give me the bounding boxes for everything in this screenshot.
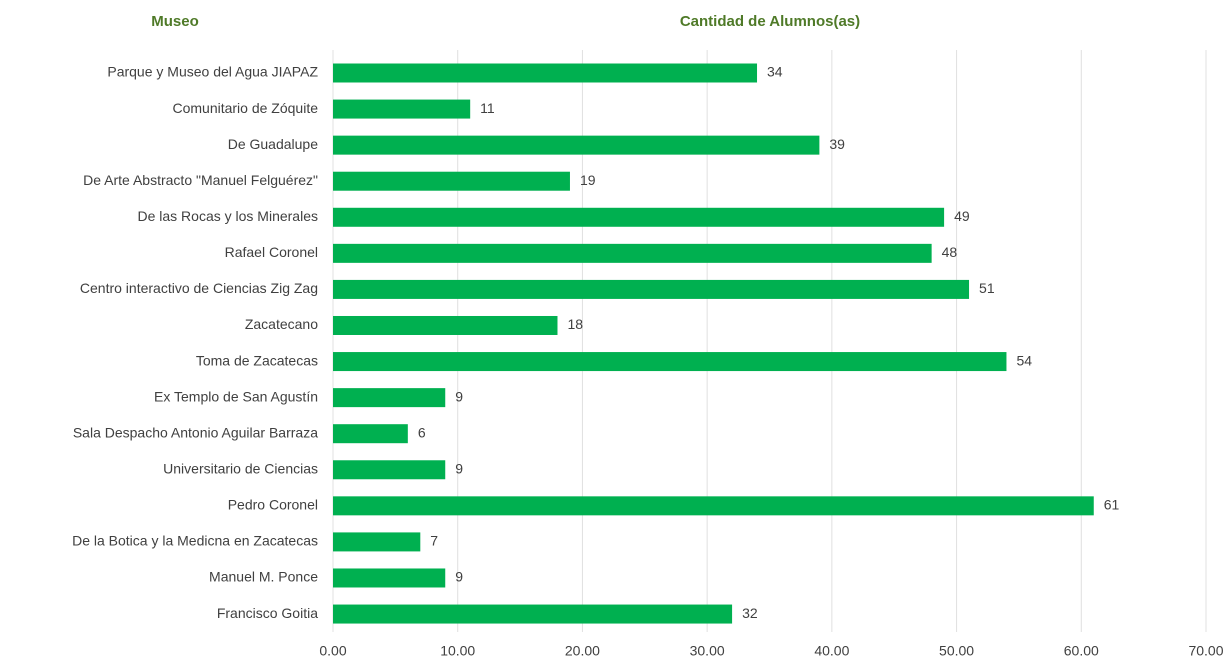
value-label: 51 xyxy=(979,280,995,296)
bar xyxy=(333,460,446,480)
bar xyxy=(333,532,421,552)
bar xyxy=(333,207,945,227)
bar xyxy=(333,243,932,263)
bar xyxy=(333,568,446,588)
bar xyxy=(333,135,820,155)
x-tick-label: 20.00 xyxy=(565,643,600,659)
y-tick-label: De las Rocas y los Minerales xyxy=(137,208,318,224)
bar xyxy=(333,604,733,624)
bar xyxy=(333,279,970,299)
y-tick-label: Manuel M. Ponce xyxy=(209,569,318,585)
bar xyxy=(333,315,558,335)
value-label: 34 xyxy=(767,64,783,80)
x-tick-label: 10.00 xyxy=(440,643,475,659)
y-tick-label: De la Botica y la Medicna en Zacatecas xyxy=(72,533,318,549)
value-label: 39 xyxy=(829,136,845,152)
y-tick-label: Zacatecano xyxy=(245,316,318,332)
y-tick-label: Comunitario de Zóquite xyxy=(172,100,318,116)
x-tick-label: 0.00 xyxy=(319,643,346,659)
y-tick-label: Sala Despacho Antonio Aguilar Barraza xyxy=(73,424,318,440)
value-header: Cantidad de Alumnos(as) xyxy=(680,13,860,30)
x-tick-label: 60.00 xyxy=(1064,643,1099,659)
value-label: 6 xyxy=(418,424,426,440)
y-tick-label: Centro interactivo de Ciencias Zig Zag xyxy=(80,280,318,296)
x-tick-label: 40.00 xyxy=(814,643,849,659)
y-tick-label: Ex Templo de San Agustín xyxy=(154,388,318,404)
bar xyxy=(333,388,446,408)
y-tick-label: Parque y Museo del Agua JIAPAZ xyxy=(107,64,318,80)
value-label: 61 xyxy=(1104,497,1120,513)
value-label: 9 xyxy=(455,569,463,585)
bar xyxy=(333,424,408,444)
y-tick-label: Universitario de Ciencias xyxy=(163,460,318,476)
value-label: 49 xyxy=(954,208,970,224)
y-tick-label: De Guadalupe xyxy=(228,136,319,152)
value-label: 9 xyxy=(455,460,463,476)
y-tick-label: Pedro Coronel xyxy=(228,497,318,513)
value-label: 48 xyxy=(942,244,958,260)
y-tick-label: Francisco Goitia xyxy=(217,605,318,621)
bar xyxy=(333,99,471,119)
y-tick-label: De Arte Abstracto "Manuel Felguérez" xyxy=(83,172,318,188)
value-label: 54 xyxy=(1016,352,1032,368)
category-header: Museo xyxy=(151,13,199,30)
x-tick-label: 70.00 xyxy=(1188,643,1223,659)
value-label: 32 xyxy=(742,605,758,621)
value-label: 11 xyxy=(480,100,495,116)
bar xyxy=(333,63,758,83)
x-tick-label: 50.00 xyxy=(939,643,974,659)
x-tick-label: 30.00 xyxy=(690,643,725,659)
bar xyxy=(333,171,570,191)
value-label: 9 xyxy=(455,388,463,404)
bar xyxy=(333,352,1007,372)
value-label: 7 xyxy=(430,533,438,549)
value-label: 19 xyxy=(580,172,596,188)
value-label: 18 xyxy=(567,316,583,332)
y-tick-label: Toma de Zacatecas xyxy=(196,352,318,368)
bar xyxy=(333,496,1094,516)
y-tick-label: Rafael Coronel xyxy=(225,244,318,260)
